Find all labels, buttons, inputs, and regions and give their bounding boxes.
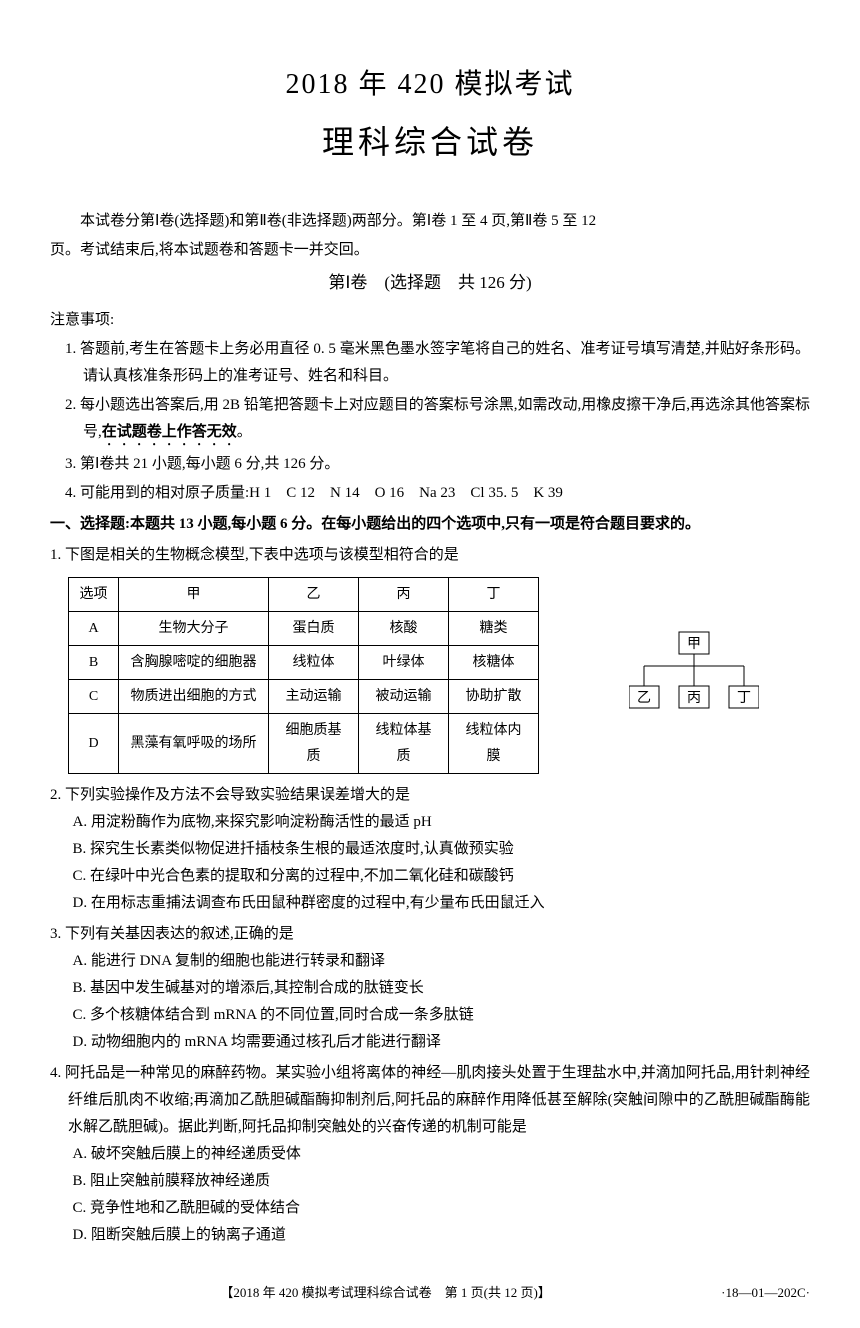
q1-tree-diagram: 甲 乙 丙 丁	[629, 630, 759, 720]
q3-option-b: B. 基因中发生碱基对的增添后,其控制合成的肽链变长	[50, 975, 810, 1002]
q3-option-c: C. 多个核糖体结合到 mRNA 的不同位置,同时合成一条多肽链	[50, 1002, 810, 1029]
q3-option-a: A. 能进行 DNA 复制的细胞也能进行转录和翻译	[50, 948, 810, 975]
table-header: 丁	[449, 577, 539, 611]
notice-item-3: 3. 第Ⅰ卷共 21 小题,每小题 6 分,共 126 分。	[50, 451, 810, 478]
q2-option-d: D. 在用标志重捕法调查布氏田鼠种群密度的过程中,有少量布氏田鼠迁入	[50, 890, 810, 917]
notice-item-2: 2. 每小题选出答案后,用 2B 铅笔把答题卡上对应题目的答案标号涂黑,如需改动…	[50, 392, 810, 449]
table-row: D 黑藻有氧呼吸的场所 细胞质基质 线粒体基质 线粒体内膜	[69, 714, 539, 773]
tree-node-top: 甲	[687, 637, 701, 652]
q2-option-c: C. 在绿叶中光合色素的提取和分离的过程中,不加二氧化硅和碳酸钙	[50, 863, 810, 890]
q4-text: 4. 阿托品是一种常见的麻醉药物。某实验小组将离体的神经—肌肉接头处置于生理盐水…	[50, 1060, 810, 1141]
q3-text: 3. 下列有关基因表达的叙述,正确的是	[50, 921, 810, 948]
q2-option-b: B. 探究生长素类似物促进扦插枝条生根的最适浓度时,认真做预实验	[50, 836, 810, 863]
q3-option-d: D. 动物细胞内的 mRNA 均需要通过核孔后才能进行翻译	[50, 1029, 810, 1056]
q2-option-a: A. 用淀粉酶作为底物,来探究影响淀粉酶活性的最适 pH	[50, 809, 810, 836]
table-header: 选项	[69, 577, 119, 611]
table-header: 甲	[119, 577, 269, 611]
intro-line-1: 本试卷分第Ⅰ卷(选择题)和第Ⅱ卷(非选择题)两部分。第Ⅰ卷 1 至 4 页,第Ⅱ…	[50, 208, 810, 235]
notice-item-4: 4. 可能用到的相对原子质量:H 1 C 12 N 14 O 16 Na 23 …	[50, 480, 810, 507]
q4-option-c: C. 竞争性地和乙酰胆碱的受体结合	[50, 1195, 810, 1222]
table-row: B 含胸腺嘧啶的细胞器 线粒体 叶绿体 核糖体	[69, 645, 539, 679]
section-title: 第Ⅰ卷 (选择题 共 126 分)	[50, 268, 810, 299]
table-row: C 物质进出细胞的方式 主动运输 被动运输 协助扩散	[69, 680, 539, 714]
question-4: 4. 阿托品是一种常见的麻醉药物。某实验小组将离体的神经—肌肉接头处置于生理盐水…	[50, 1060, 810, 1249]
q4-option-b: B. 阻止突触前膜释放神经递质	[50, 1168, 810, 1195]
q1-text: 1. 下图是相关的生物概念模型,下表中选项与该模型相符合的是	[50, 542, 810, 569]
footer-right: ·18—01—202C·	[721, 1281, 810, 1304]
q2-text: 2. 下列实验操作及方法不会导致实验结果误差增大的是	[50, 782, 810, 809]
table-header: 丙	[359, 577, 449, 611]
tree-node-child: 乙	[637, 690, 651, 706]
table-row: A 生物大分子 蛋白质 核酸 糖类	[69, 611, 539, 645]
intro-line-2: 页。考试结束后,将本试题卷和答题卡一并交回。	[50, 237, 810, 264]
tree-node-child: 丁	[737, 691, 751, 706]
question-3: 3. 下列有关基因表达的叙述,正确的是 A. 能进行 DNA 复制的细胞也能进行…	[50, 921, 810, 1056]
question-2: 2. 下列实验操作及方法不会导致实验结果误差增大的是 A. 用淀粉酶作为底物,来…	[50, 782, 810, 917]
title-sub: 理科综合试卷	[50, 114, 810, 172]
page-footer: 【2018 年 420 模拟考试理科综合试卷 第 1 页(共 12 页)】 ·1…	[50, 1281, 810, 1304]
question-section-header: 一、选择题:本题共 13 小题,每小题 6 分。在每小题给出的四个选项中,只有一…	[50, 511, 810, 538]
footer-center: 【2018 年 420 模拟考试理科综合试卷 第 1 页(共 12 页)】	[50, 1281, 721, 1304]
question-1: 1. 下图是相关的生物概念模型,下表中选项与该模型相符合的是 选项 甲 乙 丙 …	[50, 542, 810, 774]
tree-node-child: 丙	[687, 691, 701, 706]
q4-option-d: D. 阻断突触后膜上的钠离子通道	[50, 1222, 810, 1249]
notice-item-1: 1. 答题前,考生在答题卡上务必用直径 0. 5 毫米黑色墨水签字笔将自己的姓名…	[50, 336, 810, 390]
notice-item-2-tail: 。	[237, 424, 252, 440]
q4-option-a: A. 破坏突触后膜上的神经递质受体	[50, 1141, 810, 1168]
q1-table: 选项 甲 乙 丙 丁 A 生物大分子 蛋白质 核酸 糖类 B 含胸腺嘧啶的细胞器…	[68, 577, 539, 774]
title-main: 2018 年 420 模拟考试	[50, 60, 810, 110]
notice-header: 注意事项:	[50, 307, 810, 334]
notice-item-2-emphasis: 在试题卷上作答无效	[102, 424, 237, 440]
table-header: 乙	[269, 577, 359, 611]
